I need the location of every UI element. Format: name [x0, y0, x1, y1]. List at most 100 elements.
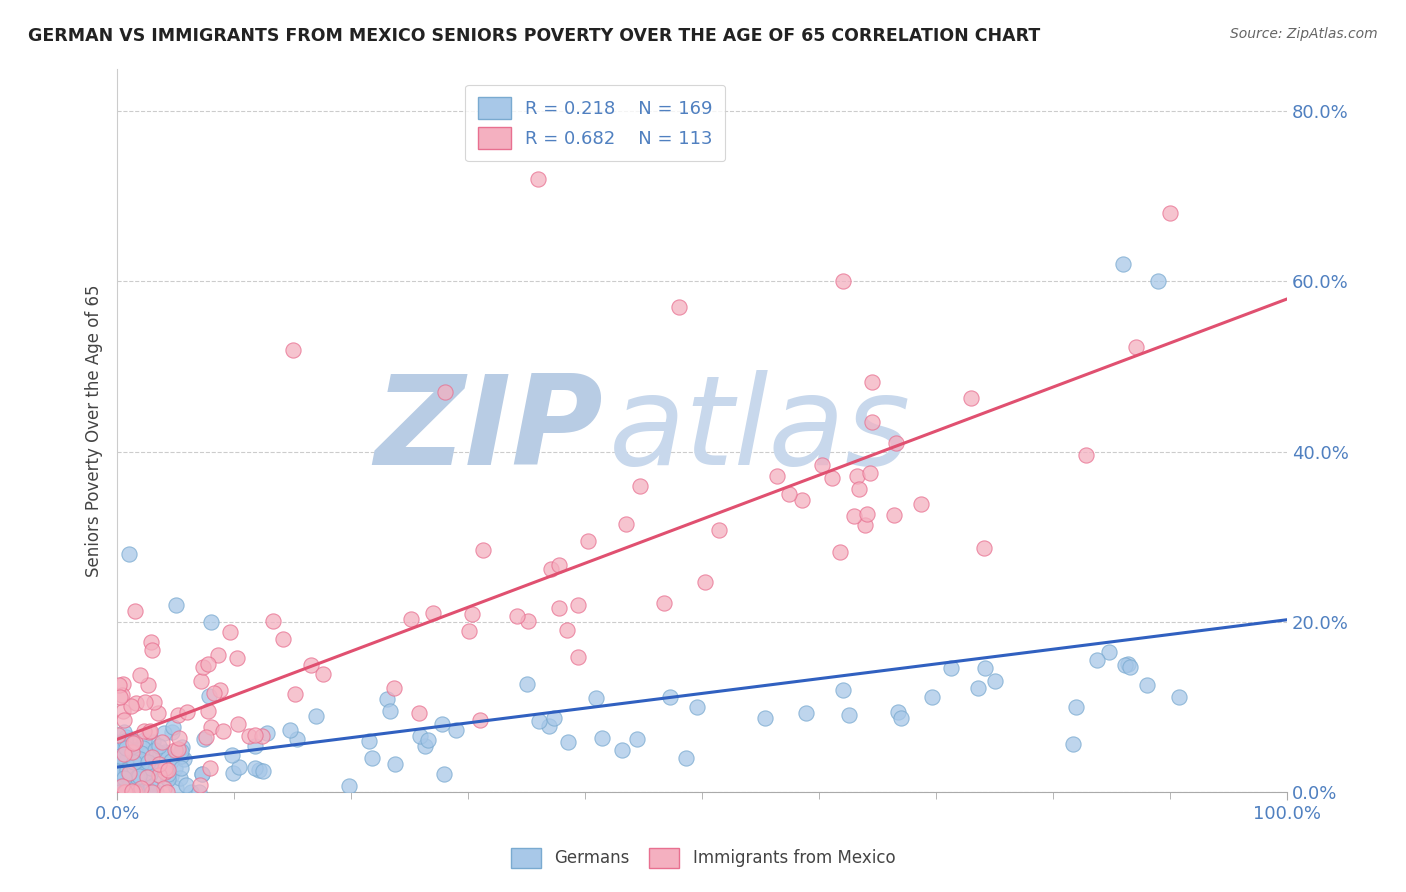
Point [939, 661, 962, 675]
Point [111, 764, 134, 779]
Point [107, 678, 129, 692]
Point [134, 766, 156, 780]
Point [1118, 660, 1140, 674]
Point [146, 706, 169, 721]
Point [765, 469, 787, 483]
Point [176, 778, 198, 792]
Point [198, 761, 221, 775]
Point [134, 733, 156, 747]
Point [122, 785, 145, 799]
Point [176, 705, 198, 719]
Point [152, 747, 174, 762]
Point [299, 657, 322, 672]
Point [686, 700, 709, 714]
Point [132, 777, 155, 791]
Point [131, 785, 153, 799]
Point [107, 785, 129, 799]
Point [163, 743, 186, 757]
Point [409, 729, 432, 743]
Point [124, 742, 146, 756]
Point [118, 754, 141, 768]
Point [830, 545, 852, 559]
Point [707, 523, 730, 537]
Point [112, 713, 135, 727]
Point [1112, 257, 1135, 271]
Point [122, 736, 145, 750]
Point [170, 761, 193, 775]
Point [149, 747, 172, 761]
Point [124, 604, 146, 618]
Point [1136, 678, 1159, 692]
Point [457, 624, 479, 638]
Point [107, 755, 129, 769]
Point [125, 782, 148, 797]
Point [167, 707, 190, 722]
Point [284, 687, 307, 701]
Point [112, 771, 135, 785]
Point [838, 707, 860, 722]
Point [157, 752, 180, 766]
Point [1074, 448, 1097, 462]
Point [170, 739, 193, 754]
Point [153, 755, 176, 769]
Point [212, 723, 235, 738]
Point [984, 674, 1007, 689]
Point [430, 717, 453, 731]
Point [115, 756, 138, 771]
Point [218, 624, 240, 639]
Point [138, 785, 160, 799]
Point [139, 767, 162, 781]
Point [125, 750, 148, 764]
Legend: R = 0.218    N = 169, R = 0.682    N = 113: R = 0.218 N = 169, R = 0.682 N = 113 [465, 85, 725, 161]
Point [247, 763, 270, 777]
Point [884, 436, 907, 450]
Point [145, 760, 167, 774]
Point [139, 723, 162, 738]
Point [115, 775, 138, 789]
Point [221, 766, 243, 780]
Point [117, 763, 139, 777]
Point [129, 781, 152, 796]
Point [145, 775, 167, 789]
Point [156, 785, 179, 799]
Point [200, 615, 222, 629]
Point [110, 752, 132, 766]
Point [107, 764, 129, 779]
Point [191, 660, 214, 674]
Point [160, 725, 183, 739]
Point [167, 742, 190, 756]
Point [156, 764, 179, 778]
Point [138, 755, 160, 769]
Point [416, 733, 439, 747]
Point [121, 785, 143, 799]
Point [860, 376, 883, 390]
Point [117, 742, 139, 756]
Point [567, 599, 589, 613]
Point [384, 756, 406, 771]
Point [132, 724, 155, 739]
Point [221, 747, 243, 762]
Text: atlas: atlas [609, 370, 911, 491]
Point [973, 661, 995, 675]
Point [506, 609, 529, 624]
Point [135, 780, 157, 794]
Point [846, 468, 869, 483]
Point [433, 385, 456, 400]
Point [285, 732, 308, 747]
Point [422, 607, 444, 621]
Point [844, 508, 866, 523]
Point [960, 391, 983, 405]
Point [117, 785, 139, 799]
Point [114, 747, 136, 762]
Point [853, 517, 876, 532]
Y-axis label: Seniors Poverty Over the Age of 65: Seniors Poverty Over the Age of 65 [86, 285, 103, 576]
Point [118, 765, 141, 780]
Point [121, 734, 143, 748]
Point [188, 778, 211, 792]
Point [193, 731, 215, 746]
Point [173, 752, 195, 766]
Point [114, 766, 136, 780]
Point [375, 691, 398, 706]
Point [1062, 737, 1084, 751]
Point [115, 754, 138, 768]
